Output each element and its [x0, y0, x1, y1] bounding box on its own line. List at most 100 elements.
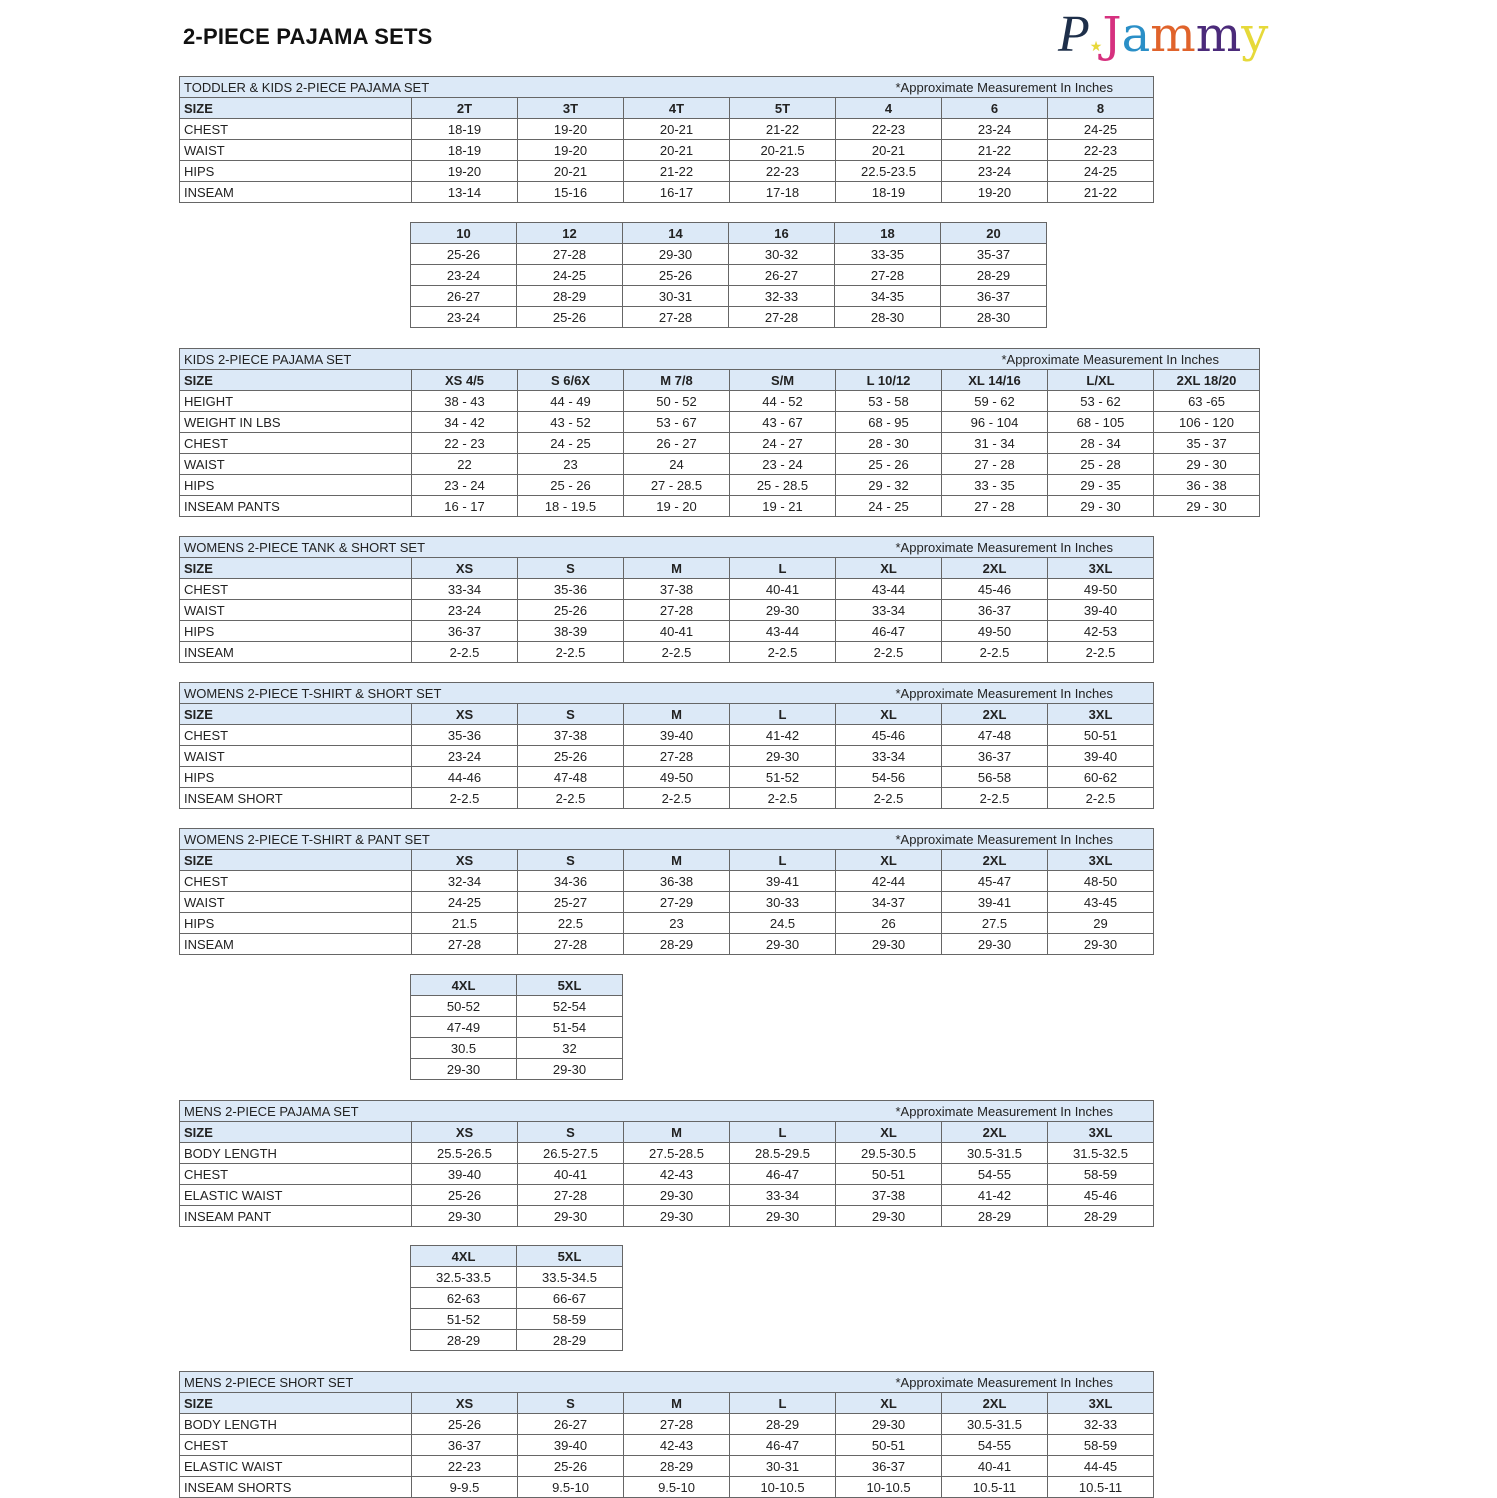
measurement-value: 20-21	[623, 139, 730, 161]
measurement-row: 29-30 29-30	[410, 1058, 623, 1080]
size-header: 3XL	[1047, 557, 1154, 579]
size-header: S	[517, 849, 624, 871]
size-header: M 7/8	[623, 369, 730, 391]
measurement-value: 16-17	[623, 181, 730, 203]
measurement-value: 54-55	[941, 1434, 1048, 1456]
measurement-row: HIPS 23 - 24 25 - 26 27 - 28.5 25 - 28.5 29 -…	[179, 474, 1260, 496]
measurement-value: 27 - 28.5	[623, 474, 730, 496]
measurement-value: 29-30	[729, 599, 836, 621]
measurement-value: 24 - 25	[517, 432, 624, 454]
measurement-value: 43 - 52	[517, 411, 624, 433]
measurement-value: 36-37	[941, 599, 1048, 621]
size-header: 8	[1047, 97, 1154, 119]
size-header: XL	[835, 703, 942, 725]
measurement-value: 66-67	[516, 1287, 623, 1309]
measurement-value: 34-35	[834, 285, 941, 307]
measurement-value: 22	[411, 453, 518, 475]
measurement-value: 42-44	[835, 870, 942, 892]
measurement-value: 29-30	[517, 1205, 624, 1227]
measurement-value: 24-25	[516, 264, 623, 286]
measurement-value: 22.5	[517, 912, 624, 934]
size-label: SIZE	[179, 1121, 412, 1143]
measurement-value: 29.5-30.5	[835, 1142, 942, 1164]
measurement-value: 42-43	[623, 1434, 730, 1456]
measurement-value: 51-54	[516, 1016, 623, 1038]
measurement-value: 29-30	[516, 1058, 623, 1080]
measurement-value: 37-38	[835, 1184, 942, 1206]
measurement-value: 28.5-29.5	[729, 1142, 836, 1164]
measurement-value: 24-25	[1047, 118, 1154, 140]
measurement-value: 25-26	[622, 264, 729, 286]
measurement-value: 13-14	[411, 181, 518, 203]
measurement-value: 36-38	[623, 870, 730, 892]
measurement-value: 18 - 19.5	[517, 495, 624, 517]
measurement-note: *Approximate Measurement In Inches	[895, 1374, 1114, 1390]
measurement-label: ELASTIC WAIST	[179, 1184, 412, 1206]
measurement-value: 31 - 34	[941, 432, 1048, 454]
measurement-label: CHEST	[179, 432, 412, 454]
measurement-row: WAIST 24-25 25-27 27-29 30-33 34-37 39-41 43-45	[179, 891, 1154, 913]
size-header: S	[517, 703, 624, 725]
size-header: 2XL	[941, 557, 1048, 579]
measurement-value: 15-16	[517, 181, 624, 203]
measurement-value: 9.5-10	[517, 1476, 624, 1498]
measurement-value: 26-27	[410, 285, 517, 307]
measurement-value: 96 - 104	[941, 411, 1048, 433]
measurement-value: 39-40	[517, 1434, 624, 1456]
measurement-label: WEIGHT IN LBS	[179, 411, 412, 433]
measurement-value: 30.5-31.5	[941, 1413, 1048, 1435]
measurement-row: WEIGHT IN LBS 34 - 42 43 - 52 53 - 67 43 - 6…	[179, 411, 1260, 433]
measurement-value: 2-2.5	[729, 787, 836, 809]
measurement-row: WAIST 22 23 24 23 - 24 25 - 26 27 - 28 25 - 28 2…	[179, 453, 1260, 475]
measurement-value: 37-38	[623, 578, 730, 600]
measurement-value: 30.5-31.5	[941, 1142, 1048, 1164]
measurement-value: 16 - 17	[411, 495, 518, 517]
measurement-value: 42-53	[1047, 620, 1154, 642]
measurement-value: 23	[623, 912, 730, 934]
measurement-row: HIPS 44-46 47-48 49-50 51-52 54-56 56-58 60-62	[179, 766, 1154, 788]
measurement-value: 10.5-11	[1047, 1476, 1154, 1498]
measurement-value: 53 - 67	[623, 411, 730, 433]
measurement-row: 50-52 52-54	[410, 995, 623, 1017]
measurement-value: 25-26	[411, 1413, 518, 1435]
measurement-value: 50-51	[835, 1434, 942, 1456]
measurement-value: 27.5-28.5	[623, 1142, 730, 1164]
size-header: M	[623, 557, 730, 579]
size-header: XL 14/16	[941, 369, 1048, 391]
measurement-value: 27-28	[623, 599, 730, 621]
measurement-value: 20-21	[835, 139, 942, 161]
measurement-value: 39-40	[1047, 599, 1154, 621]
measurement-value: 35-37	[940, 243, 1047, 265]
size-header: 2XL	[941, 849, 1048, 871]
size-header: 6	[941, 97, 1048, 119]
chart-title-row: MENS 2-PIECE PAJAMA SET *Approximate Meas…	[179, 1100, 1154, 1122]
measurement-row: 62-63 66-67	[410, 1287, 623, 1309]
chart-title-row: TODDLER & KIDS 2-PIECE PAJAMA SET *Approx…	[179, 76, 1154, 98]
measurement-value: 20-21	[517, 160, 624, 182]
chart-title-cell: KIDS 2-PIECE PAJAMA SET *Approximate Meas…	[179, 348, 1260, 370]
size-header: XS 4/5	[411, 369, 518, 391]
measurement-value: 34 - 42	[411, 411, 518, 433]
measurement-value: 25-26	[410, 243, 517, 265]
measurement-value: 28-29	[1047, 1205, 1154, 1227]
measurement-label: HIPS	[179, 620, 412, 642]
measurement-value: 42-43	[623, 1163, 730, 1185]
measurement-value: 53 - 62	[1047, 390, 1154, 412]
size-header: XL	[835, 557, 942, 579]
measurement-value: 19 - 20	[623, 495, 730, 517]
measurement-value: 27-28	[517, 1184, 624, 1206]
measurement-value: 27-28	[623, 1413, 730, 1435]
measurement-row: 47-49 51-54	[410, 1016, 623, 1038]
measurement-row: INSEAM 27-28 27-28 28-29 29-30 29-30 29-30 29-3…	[179, 933, 1154, 955]
measurement-value: 32-33	[1047, 1413, 1154, 1435]
measurement-label: WAIST	[179, 599, 412, 621]
measurement-value: 2-2.5	[1047, 641, 1154, 663]
measurement-value: 2-2.5	[835, 641, 942, 663]
size-header: 3XL	[1047, 703, 1154, 725]
measurement-value: 36-37	[411, 1434, 518, 1456]
measurement-label: BODY LENGTH	[179, 1413, 412, 1435]
measurement-row: ELASTIC WAIST 22-23 25-26 28-29 30-31 36-37 40…	[179, 1455, 1154, 1477]
size-header: M	[623, 703, 730, 725]
measurement-note: *Approximate Measurement In Inches	[1001, 351, 1220, 367]
size-header: 4	[835, 97, 942, 119]
